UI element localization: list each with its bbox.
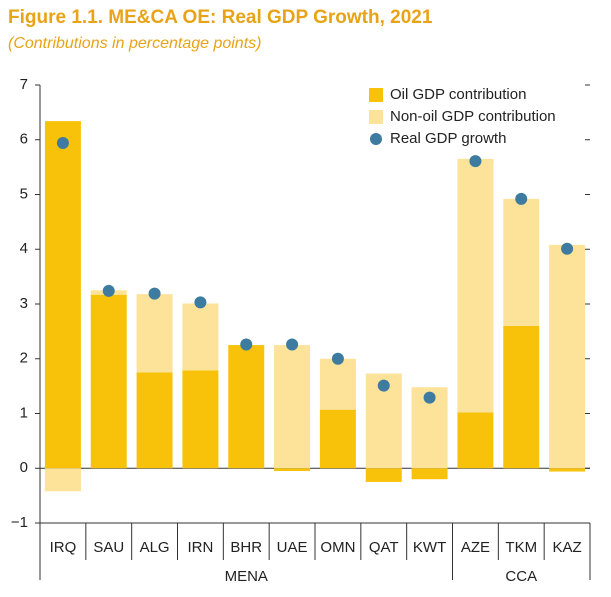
bar	[319, 409, 356, 469]
chart-subtitle: (Contributions in percentage points)	[8, 35, 261, 52]
bar	[136, 294, 173, 373]
group-label: CCA	[505, 568, 537, 585]
y-tick-label: 1	[20, 404, 28, 421]
bar	[182, 370, 219, 469]
bar	[503, 325, 540, 469]
dot	[561, 242, 574, 255]
bar	[182, 303, 219, 371]
y-tick-label: 6	[20, 131, 28, 148]
x-tick-label: IRQ	[50, 539, 77, 556]
bar	[228, 345, 265, 469]
x-tick-label: KWT	[413, 539, 446, 556]
bar	[44, 121, 81, 469]
legend-label: Non-oil GDP contribution	[390, 108, 556, 125]
bar	[44, 468, 81, 492]
dot	[377, 379, 390, 392]
dot	[148, 287, 161, 300]
x-tick-label: ALG	[140, 539, 170, 556]
dot	[240, 338, 253, 351]
bar	[457, 412, 494, 469]
y-tick-label: 7	[20, 76, 28, 93]
dot	[469, 155, 482, 168]
bar	[136, 372, 173, 469]
x-tick-label: TKM	[505, 539, 537, 556]
x-tick-label: QAT	[369, 539, 399, 556]
legend-swatch	[370, 133, 382, 145]
x-tick-label: IRN	[187, 539, 213, 556]
y-tick-label: −1	[11, 514, 28, 531]
bar	[503, 198, 540, 326]
legend-swatch	[369, 110, 383, 124]
dot	[286, 338, 299, 351]
x-tick-label: KAZ	[552, 539, 581, 556]
dot	[331, 352, 344, 365]
x-tick-label: BHR	[230, 539, 262, 556]
x-tick-label: UAE	[277, 539, 308, 556]
group-label: MENA	[225, 568, 268, 585]
bar	[411, 468, 448, 480]
chart-title: Figure 1.1. ME&CA OE: Real GDP Growth, 2…	[8, 7, 433, 28]
legend-swatch	[369, 88, 383, 102]
y-tick-label: 5	[20, 185, 28, 202]
bar	[365, 468, 402, 482]
bar	[90, 294, 127, 469]
dot	[56, 137, 69, 150]
legend-label: Real GDP growth	[390, 130, 506, 147]
y-tick-label: 3	[20, 295, 28, 312]
y-tick-label: 0	[20, 459, 28, 476]
y-tick-label: 4	[20, 240, 28, 257]
dot	[515, 192, 528, 205]
bar	[274, 345, 311, 469]
bar	[319, 358, 356, 410]
bar	[549, 468, 586, 472]
dot	[423, 391, 436, 404]
legend-label: Oil GDP contribution	[390, 86, 526, 103]
dot	[194, 296, 207, 309]
bar	[274, 468, 311, 471]
x-tick-label: SAU	[93, 539, 124, 556]
bar	[549, 244, 586, 469]
x-tick-label: AZE	[461, 539, 490, 556]
bar	[457, 158, 494, 413]
y-tick-label: 2	[20, 350, 28, 367]
dot	[102, 284, 115, 297]
x-tick-label: OMN	[320, 539, 355, 556]
